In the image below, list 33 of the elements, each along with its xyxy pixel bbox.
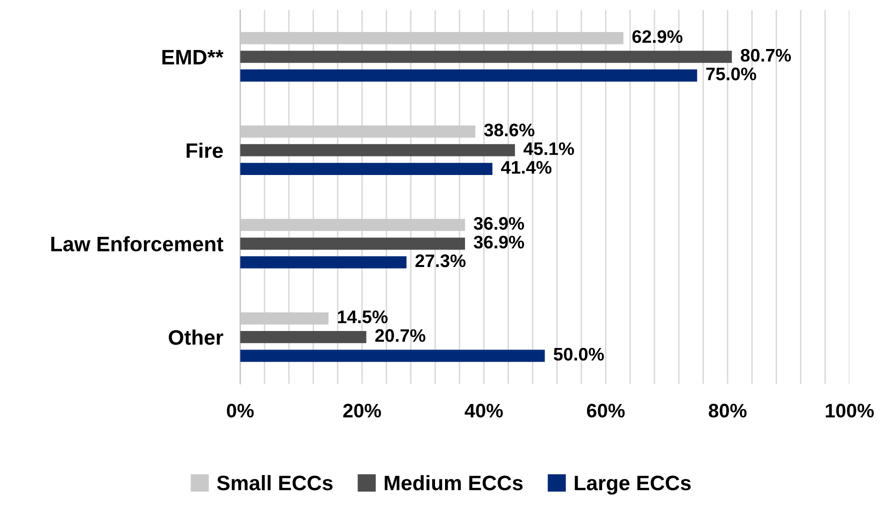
y-tick-label: Law Enforcement	[51, 236, 224, 252]
bar	[240, 238, 465, 250]
x-tick-label: 100%	[826, 404, 874, 418]
bar	[240, 331, 366, 344]
bar	[240, 144, 515, 156]
data-label: 62.9%	[632, 30, 682, 43]
y-tick-label: Fire	[186, 142, 223, 158]
x-tick-label: 20%	[343, 404, 381, 418]
bar	[240, 69, 698, 82]
data-label: 36.9%	[474, 217, 524, 230]
data-label: 50.0%	[554, 348, 604, 361]
data-label: 75.0%	[706, 68, 756, 80]
x-tick-label: 80%	[708, 404, 747, 418]
data-label: 45.1%	[524, 142, 574, 156]
x-tick-label: 0%	[226, 404, 254, 418]
bar	[240, 256, 407, 268]
legend-label: Medium ECCs	[384, 475, 523, 490]
data-label: 36.9%	[474, 236, 524, 249]
data-label: 38.6%	[484, 124, 534, 136]
data-label: 27.3%	[415, 254, 466, 268]
bar	[240, 50, 732, 63]
legend-label: Large ECCs	[574, 476, 691, 495]
y-tick-label: Other	[168, 330, 224, 345]
data-label: 14.5%	[338, 310, 388, 324]
x-tick-label: 40%	[464, 404, 503, 418]
y-tick-label: EMD**	[162, 50, 224, 64]
data-label: 20.7%	[375, 329, 426, 342]
data-label: 80.7%	[740, 48, 791, 62]
bar	[240, 350, 545, 362]
legend-label: Small ECCs	[217, 475, 333, 490]
bar	[240, 162, 492, 175]
data-label: 41.4%	[501, 161, 552, 174]
x-tick-label: 60%	[586, 404, 625, 418]
